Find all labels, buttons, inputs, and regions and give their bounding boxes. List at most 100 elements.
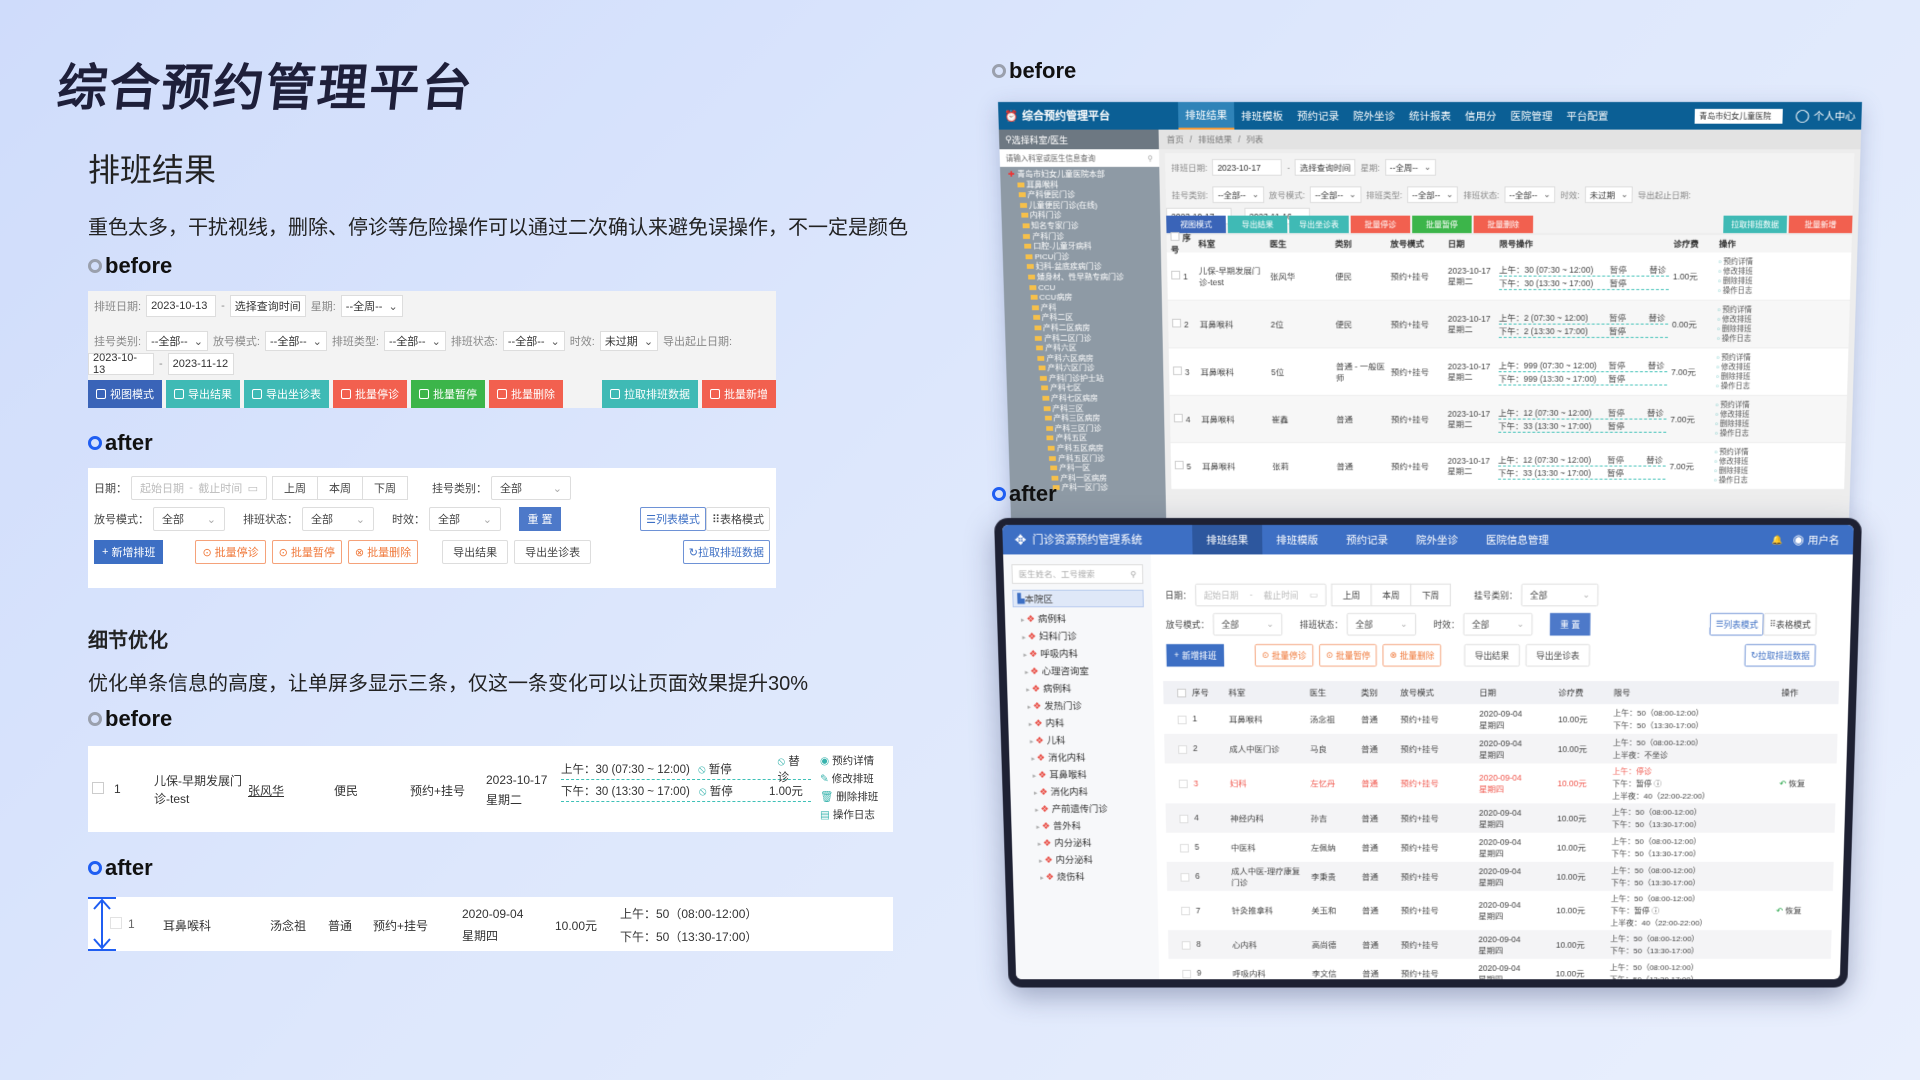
query-time-button[interactable]: 选择查询时间: [1294, 159, 1356, 176]
row-checkbox[interactable]: [1173, 413, 1183, 423]
export-end-input[interactable]: 2023-11-12: [167, 353, 234, 375]
schedule-date-input[interactable]: 2023-10-17: [1212, 159, 1283, 176]
breadcrumb-item[interactable]: 列表: [1246, 134, 1264, 145]
tree-node[interactable]: 内科门诊: [1007, 211, 1160, 221]
row-action-link[interactable]: 操作日志: [1715, 428, 1770, 437]
cell-doctor[interactable]: 崔鑫: [1271, 414, 1289, 424]
row-checkbox[interactable]: [1178, 744, 1188, 754]
bell-icon[interactable]: 🔔: [1771, 534, 1783, 545]
valid-select[interactable]: 全部 ⌄: [1463, 612, 1533, 636]
week-button[interactable]: 上周: [272, 476, 318, 500]
tree-node[interactable]: ▸ ❖ 普外科: [1011, 819, 1156, 836]
pause-button[interactable]: 暂停: [1607, 420, 1625, 431]
row-action-link[interactable]: 操作日志: [1716, 381, 1771, 390]
reg-type-select[interactable]: 全部 ⌄: [491, 476, 571, 500]
toolbar-button[interactable]: 导出结果: [1227, 215, 1288, 234]
toolbar-button[interactable]: 批量暂停: [411, 380, 485, 408]
tree-node[interactable]: ▸ ❖ 呼吸内科: [1006, 646, 1153, 663]
pause-button[interactable]: 暂停: [1607, 407, 1625, 418]
row-action-link[interactable]: 删除排班: [1717, 324, 1772, 334]
grid-mode-button[interactable]: ⠿ 表格模式: [705, 507, 770, 531]
row-checkbox[interactable]: [1181, 940, 1191, 950]
row-action-link[interactable]: 操作日志: [1714, 475, 1769, 484]
nav-tab[interactable]: 统计报表: [1409, 110, 1451, 123]
filter-select[interactable]: --全部--: [1212, 186, 1265, 203]
row-action-link[interactable]: 预约详情: [1716, 400, 1771, 409]
nav-tab[interactable]: 排班结果: [1178, 102, 1235, 130]
add-schedule-button[interactable]: + 新增排班: [94, 540, 164, 564]
tree-node[interactable]: ✚ 青岛市妇女儿童医院本部: [1006, 170, 1159, 180]
toolbar-button[interactable]: 批量停诊: [1350, 215, 1411, 234]
tree-node[interactable]: ▸ ❖ 病例科: [1007, 681, 1154, 698]
row-checkbox[interactable]: [1179, 843, 1189, 853]
row-action-link[interactable]: 操作日志: [1717, 334, 1772, 344]
filter-select[interactable]: 未过期: [1584, 186, 1634, 203]
tree-node[interactable]: 产科六区门诊: [1012, 364, 1163, 374]
tree-node[interactable]: 产科三区门诊: [1014, 424, 1165, 434]
restore-button[interactable]: ↶ 恢复: [1779, 779, 1805, 789]
row-checkbox[interactable]: [1172, 366, 1182, 376]
toolbar-button[interactable]: 批量删除: [489, 380, 563, 408]
row-checkbox[interactable]: [1182, 969, 1192, 978]
tree-node[interactable]: ▸ ❖ 烧伤科: [1013, 869, 1158, 886]
select-all-checkbox[interactable]: [1170, 232, 1180, 241]
toolbar-button[interactable]: 批量新增: [1788, 215, 1853, 234]
substitute-button[interactable]: 替诊: [1649, 264, 1667, 275]
row-action-link[interactable]: ◉ 预约详情: [820, 752, 878, 770]
row-checkbox[interactable]: [1174, 460, 1184, 470]
substitute-button[interactable]: ⦸ 替诊: [777, 755, 800, 784]
tree-node[interactable]: ▸ ❖ 心理咨询室: [1006, 664, 1153, 681]
tree-node[interactable]: 儿童便民门诊(在线): [1007, 201, 1160, 211]
toolbar-button[interactable]: 批量停诊: [333, 380, 407, 408]
tree-node[interactable]: ▸ ❖ 发热门诊: [1008, 698, 1154, 715]
cell-doctor[interactable]: 张莉: [1272, 461, 1289, 471]
batch-stop-button[interactable]: ⊙ 批量停诊: [195, 540, 266, 564]
week-button[interactable]: 下周: [362, 476, 408, 500]
add-schedule-button[interactable]: + 新增排班: [1166, 644, 1225, 667]
tree-node[interactable]: 产科: [1010, 303, 1162, 313]
query-time-button[interactable]: 选择查询时间: [229, 295, 306, 317]
tree-node[interactable]: 产科二区病房: [1011, 324, 1163, 334]
week-button[interactable]: 上周: [1331, 583, 1372, 607]
sidebar-search[interactable]: 请输入科室或医生信息查询 ⚲: [999, 149, 1160, 167]
batch-delete-button[interactable]: ⊗ 批量删除: [347, 540, 419, 564]
export-table-button[interactable]: 导出坐诊表: [514, 540, 592, 564]
nav-tab[interactable]: 信用分: [1464, 110, 1497, 123]
substitute-button[interactable]: 替诊: [1647, 360, 1665, 370]
row-action-link[interactable]: 修改排班: [1715, 410, 1770, 419]
tree-node[interactable]: 口腔-儿童牙病科: [1008, 242, 1161, 252]
tree-node[interactable]: ▸ ❖ 内科: [1008, 716, 1154, 733]
tree-node[interactable]: ▸ ❖ 消化内科: [1010, 784, 1156, 801]
nav-tab[interactable]: 排班结果: [1192, 524, 1263, 555]
batch-pause-button[interactable]: ⊙ 批量暂停: [271, 540, 342, 564]
tree-node[interactable]: 产科五区门诊: [1015, 454, 1165, 464]
tree-node[interactable]: ▸ ❖ 儿科: [1009, 733, 1155, 750]
pause-button[interactable]: 暂停: [1609, 278, 1627, 288]
tree-node[interactable]: 产科三区病房: [1014, 414, 1165, 424]
row-action-link[interactable]: 预约详情: [1718, 305, 1773, 315]
campus-node[interactable]: ▙ 本院区: [1012, 589, 1144, 608]
batch-delete-button[interactable]: ⊗ 批量删除: [1382, 644, 1442, 667]
tree-node[interactable]: 产科五区病房: [1014, 444, 1164, 454]
user-center-menu[interactable]: 个人中心: [1813, 110, 1856, 123]
row-action-link[interactable]: 🗑 删除排班: [820, 788, 878, 806]
select-all-checkbox[interactable]: [1177, 688, 1187, 698]
row-action-link[interactable]: 修改排班: [1717, 315, 1772, 325]
week-select[interactable]: --全周--: [340, 295, 403, 317]
tree-node[interactable]: ▸ ❖ 产前遗传门诊: [1011, 801, 1156, 818]
row-checkbox[interactable]: [92, 782, 104, 794]
row-checkbox[interactable]: [1172, 318, 1182, 328]
row-action-link[interactable]: 预约详情: [1717, 353, 1772, 363]
row-action-link[interactable]: 删除排班: [1715, 419, 1770, 428]
tree-node[interactable]: 产科二区门诊: [1011, 334, 1163, 344]
tree-node[interactable]: ▸ ❖ 病例科: [1005, 611, 1152, 629]
tree-node[interactable]: 矮身材、性早熟专病门诊: [1009, 273, 1161, 283]
breadcrumb-item[interactable]: 排班结果: [1197, 134, 1233, 145]
substitute-button[interactable]: 替诊: [1646, 407, 1664, 418]
reg-type-select[interactable]: 全部 ⌄: [1521, 583, 1599, 607]
week-button[interactable]: 本周: [317, 476, 363, 500]
pause-button[interactable]: 暂停: [1609, 264, 1627, 275]
row-doctor-link[interactable]: 张风华: [248, 784, 285, 798]
nav-tab[interactable]: 排班模板: [1241, 110, 1284, 123]
filter-select[interactable]: --全部--: [1407, 186, 1459, 203]
